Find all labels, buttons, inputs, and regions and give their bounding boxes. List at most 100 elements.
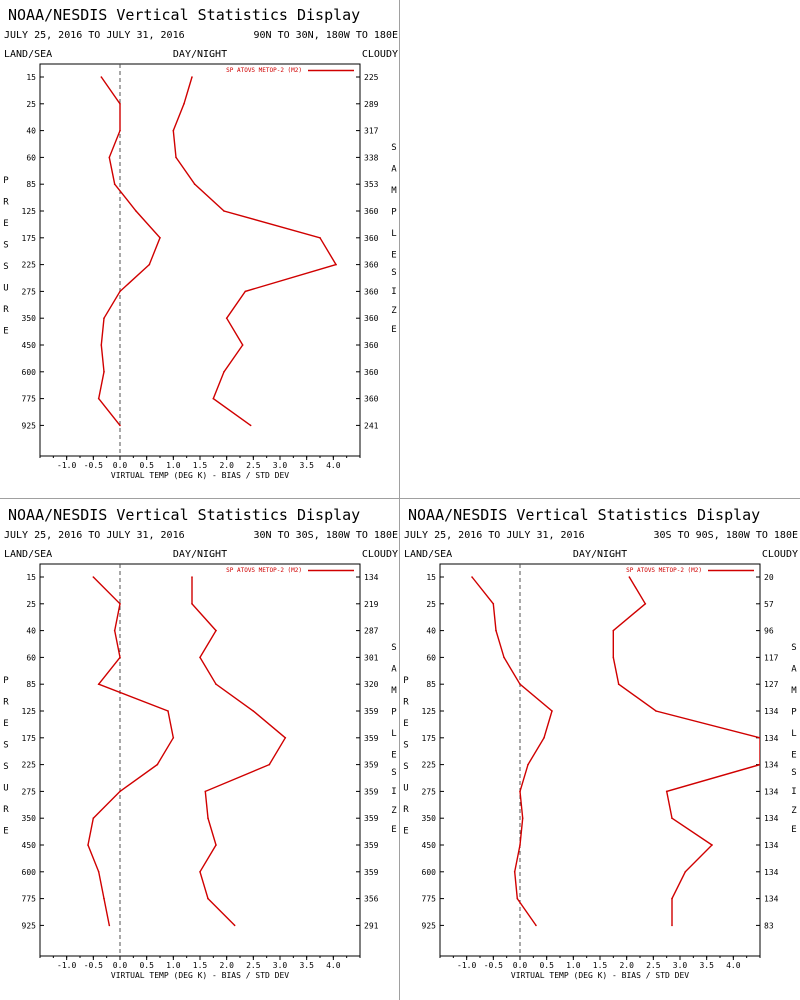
sample-size-label: 289	[364, 100, 379, 109]
std-dev-point	[244, 290, 247, 293]
pressure-axis-letter: P	[403, 676, 409, 686]
land-sea-label: LAND/SEA	[404, 549, 452, 560]
x-tick-label: 3.5	[699, 961, 714, 970]
pressure-level-label: 25	[426, 600, 436, 609]
pressure-level-label: 175	[22, 734, 37, 743]
sample-size-label: 287	[364, 627, 379, 636]
plot-frame	[439, 563, 761, 957]
size-axis-letter: I	[391, 787, 396, 797]
bias-point	[156, 763, 159, 766]
pressure-level-label: 350	[22, 814, 37, 823]
pressure-axis-letter: R	[3, 305, 9, 315]
region-label: 90N TO 30N, 180W TO 180E	[254, 30, 399, 41]
chart-title: NOAA/NESDIS Vertical Statistics Display	[8, 6, 360, 24]
sample-axis-letter: S	[391, 643, 396, 653]
x-tick-label: 2.5	[246, 961, 261, 970]
panel-divider-horizontal	[0, 498, 800, 499]
pressure-axis-letter: E	[403, 719, 408, 729]
sample-axis-letter: E	[391, 751, 396, 761]
pressure-level-label: 25	[26, 600, 36, 609]
sample-axis-letter: E	[791, 751, 796, 761]
size-axis-letter: Z	[391, 806, 397, 816]
sample-size-label: 83	[764, 921, 774, 930]
x-tick-label: 0.5	[139, 461, 154, 470]
pressure-axis-letter: R	[403, 805, 409, 815]
pressure-level-label: 85	[26, 180, 36, 189]
bias-point	[492, 603, 495, 605]
bias-point	[527, 763, 529, 766]
sample-size-label: 360	[364, 207, 379, 216]
sample-size-label: 360	[364, 341, 379, 350]
cloudy-label: CLOUDY	[762, 549, 798, 560]
x-tick-label: 0.0	[113, 461, 128, 470]
sample-size-label: 359	[364, 841, 379, 850]
sample-size-label: 359	[364, 814, 379, 823]
sample-size-label: 301	[364, 653, 379, 662]
cloudy-label: CLOUDY	[362, 49, 398, 60]
size-axis-letter: E	[391, 825, 396, 835]
sample-size-label: 134	[364, 573, 379, 582]
x-tick-label: 0.0	[513, 961, 528, 970]
x-tick-label: 3.0	[273, 961, 288, 970]
sample-size-label: 360	[364, 261, 379, 270]
pressure-axis-label: P R E S S U R E	[403, 676, 409, 837]
x-tick-label: 3.0	[673, 961, 688, 970]
pressure-axis-letter: P	[3, 176, 9, 186]
std-dev-point	[319, 237, 321, 239]
bias-series-line	[87, 576, 175, 926]
land-sea-label: LAND/SEA	[4, 549, 52, 560]
pressure-level-label: 125	[22, 707, 37, 716]
std-dev-point	[644, 603, 647, 605]
bias-point	[113, 629, 116, 632]
chart-panel-north: NOAA/NESDIS Vertical Statistics Display J…	[0, 0, 400, 500]
sample-size-label: 134	[764, 868, 779, 877]
land-sea-label: LAND/SEA	[4, 49, 52, 60]
date-range: JULY 25, 2016 TO JULY 31, 2016	[4, 530, 185, 541]
sample-axis-letter: A	[391, 165, 397, 175]
sample-axis-letter: E	[391, 251, 396, 261]
size-axis-letter: E	[791, 825, 796, 835]
bias-point	[519, 844, 521, 846]
pressure-level-label: 925	[22, 921, 37, 930]
sample-size-label: 134	[764, 814, 779, 823]
std-dev-point	[671, 924, 673, 927]
std-dev-series-line	[191, 577, 287, 926]
std-dev-point	[204, 790, 207, 793]
x-tick-label: -1.0	[57, 461, 76, 470]
x-tick-label: 4.0	[726, 961, 741, 970]
bias-point	[513, 871, 516, 873]
x-tick-label: 2.5	[246, 461, 261, 470]
pressure-level-label: 225	[422, 761, 437, 770]
pressure-axis-letter: E	[3, 327, 8, 337]
pressure-level-label: 350	[422, 814, 437, 823]
bias-point	[108, 924, 111, 927]
size-axis-letter: S	[391, 268, 396, 278]
sample-axis-letter: L	[391, 229, 396, 239]
bias-point	[172, 737, 175, 739]
std-dev-point	[199, 656, 201, 659]
std-dev-point	[268, 763, 271, 766]
x-tick-label: 1.5	[193, 961, 208, 970]
x-tick-label: 0.0	[113, 961, 128, 970]
plot-frame	[39, 63, 361, 457]
std-dev-point	[759, 763, 760, 766]
pressure-axis-letter: S	[3, 241, 8, 251]
std-dev-point	[215, 844, 217, 846]
bias-point	[119, 424, 121, 427]
pressure-level-label: 60	[26, 653, 36, 662]
pressure-level-label: 275	[22, 287, 37, 296]
bias-point	[159, 237, 161, 239]
x-tick-label: 2.0	[219, 961, 234, 970]
pressure-level-label: 15	[26, 73, 36, 82]
pressure-level-label: 225	[22, 261, 37, 270]
bias-point	[521, 817, 524, 819]
std-dev-point	[612, 629, 615, 632]
sample-axis-letter: L	[791, 729, 796, 739]
std-dev-point	[207, 817, 209, 819]
pressure-level-label: 15	[426, 573, 436, 582]
bias-series-line	[97, 76, 161, 426]
size-axis-letter: S	[791, 768, 796, 778]
pressure-axis-letter: S	[3, 741, 8, 751]
